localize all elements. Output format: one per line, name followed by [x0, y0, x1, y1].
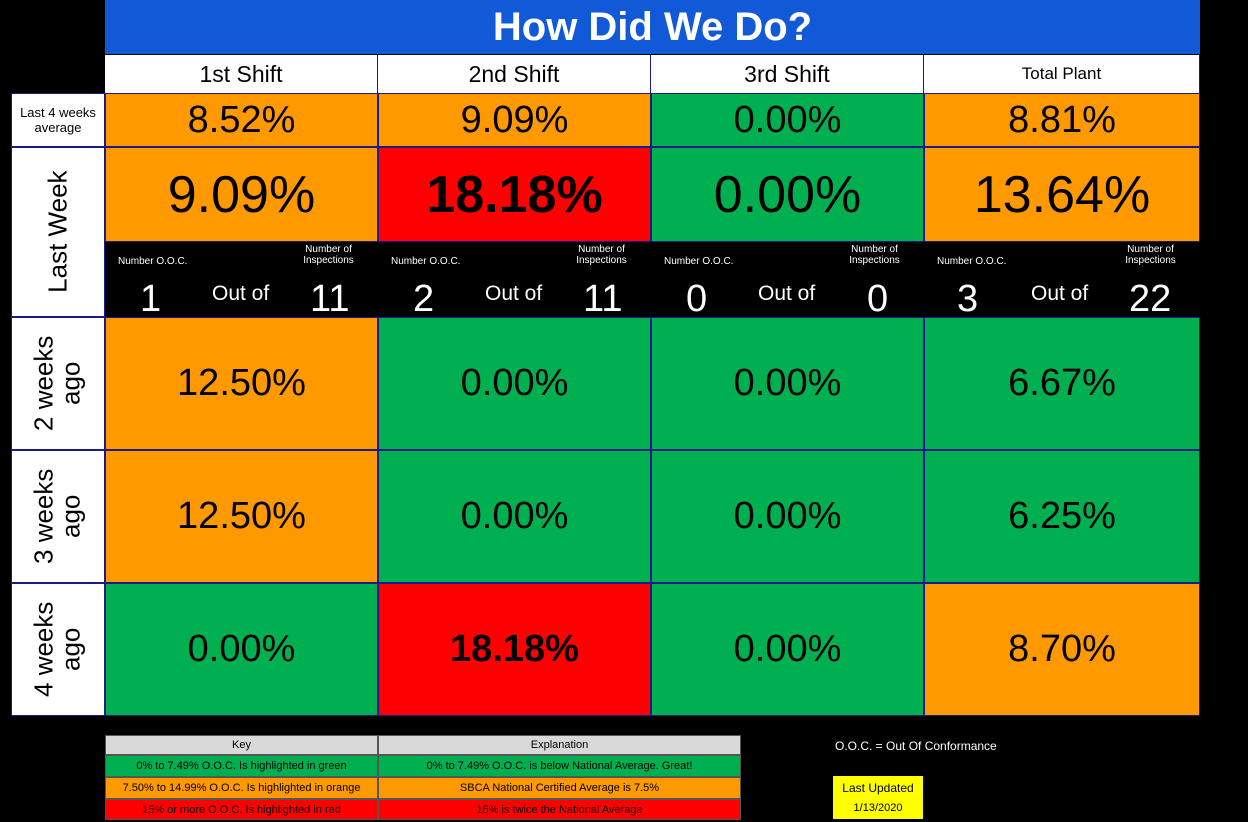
w4-3rd-shift: 0.00% — [651, 583, 924, 716]
ooc-count: 0 — [686, 278, 708, 320]
avg4-3rd-shift: 0.00% — [651, 93, 924, 147]
row-label-text: 2 weeks ago — [28, 335, 87, 432]
out-of-label: Out of — [1031, 282, 1089, 305]
ooc-count: 3 — [957, 278, 979, 320]
w3-total-plant: 6.25% — [924, 450, 1200, 583]
num-insp-label: Number of Inspections — [1125, 244, 1176, 266]
key-green: 0% to 7.49% O.O.C. Is highlighted in gre… — [105, 755, 378, 777]
explanation-red: 15% is twice the National Average — [378, 799, 741, 820]
insp-count: 11 — [310, 278, 350, 320]
ooc-definition: O.O.C. = Out Of Conformance — [835, 739, 997, 753]
col-header-1st-shift: 1st Shift — [105, 55, 378, 93]
w3-1st-shift: 12.50% — [105, 450, 378, 583]
counts-1st-shift: Number O.O.C. Number of Inspections 1 Out… — [105, 242, 378, 320]
avg4-2nd-shift: 9.09% — [378, 93, 651, 147]
avg4-total-plant: 8.81% — [924, 93, 1200, 147]
insp-count: 11 — [583, 278, 623, 320]
num-ooc-label: Number O.O.C. — [391, 256, 461, 267]
num-insp-label: Number of Inspections — [849, 244, 900, 266]
counts-2nd-shift: Number O.O.C. Number of Inspections 2 Out… — [378, 242, 651, 320]
last-week-3rd-shift: 0.00% — [651, 147, 924, 242]
row-label-last-4-weeks-average: Last 4 weeks average — [11, 93, 105, 147]
counts-total-plant: Number O.O.C. Number of Inspections 3 Out… — [924, 242, 1200, 320]
w3-2nd-shift: 0.00% — [378, 450, 651, 583]
key-orange: 7.50% to 14.99% O.O.C. Is highlighted in… — [105, 777, 378, 799]
row-label-4-weeks-ago: 4 weeks ago — [11, 583, 105, 716]
out-of-label: Out of — [485, 282, 543, 305]
last-updated-box: Last Updated 1/13/2020 — [833, 776, 923, 819]
w4-total-plant: 8.70% — [924, 583, 1200, 716]
explanation-header: Explanation — [378, 735, 741, 755]
w2-1st-shift: 12.50% — [105, 317, 378, 450]
last-week-2nd-shift: 18.18% — [378, 147, 651, 242]
w2-3rd-shift: 0.00% — [651, 317, 924, 450]
explanation-green: 0% to 7.49% O.O.C. is below National Ave… — [378, 755, 741, 777]
col-header-2nd-shift: 2nd Shift — [378, 55, 651, 93]
w4-2nd-shift: 18.18% — [378, 583, 651, 716]
num-insp-label: Number of Inspections — [576, 244, 627, 266]
col-header-total-plant: Total Plant — [924, 55, 1200, 93]
row-label-3-weeks-ago: 3 weeks ago — [11, 450, 105, 583]
row-label-last-week: Last Week — [11, 147, 105, 317]
last-week-label-text: Last Week — [42, 170, 73, 294]
w3-3rd-shift: 0.00% — [651, 450, 924, 583]
num-ooc-label: Number O.O.C. — [664, 256, 734, 267]
num-ooc-label: Number O.O.C. — [937, 256, 1007, 267]
row-label-2-weeks-ago: 2 weeks ago — [11, 317, 105, 450]
explanation-orange: SBCA National Certified Average is 7.5% — [378, 777, 741, 799]
row-label-text: 3 weeks ago — [28, 468, 87, 565]
insp-count: 22 — [1129, 278, 1172, 320]
num-insp-label: Number of Inspections — [303, 244, 354, 266]
page-title: How Did We Do? — [105, 0, 1200, 54]
avg4-1st-shift: 8.52% — [105, 93, 378, 147]
last-week-total-plant: 13.64% — [924, 147, 1200, 242]
last-updated-label: Last Updated — [842, 780, 914, 795]
ooc-count: 2 — [413, 278, 435, 320]
out-of-label: Out of — [212, 282, 270, 305]
ooc-count: 1 — [140, 278, 162, 320]
last-week-1st-shift: 9.09% — [105, 147, 378, 242]
out-of-label: Out of — [758, 282, 816, 305]
w2-total-plant: 6.67% — [924, 317, 1200, 450]
w2-2nd-shift: 0.00% — [378, 317, 651, 450]
key-red: 15% or more O.O.C. Is highlighted in red — [105, 799, 378, 820]
counts-3rd-shift: Number O.O.C. Number of Inspections 0 Out… — [651, 242, 924, 320]
insp-count: 0 — [867, 278, 889, 320]
row-label-text: 4 weeks ago — [28, 601, 87, 698]
num-ooc-label: Number O.O.C. — [118, 256, 188, 267]
key-header: Key — [105, 735, 378, 755]
last-updated-date: 1/13/2020 — [853, 801, 903, 814]
w4-1st-shift: 0.00% — [105, 583, 378, 716]
col-header-3rd-shift: 3rd Shift — [651, 55, 924, 93]
